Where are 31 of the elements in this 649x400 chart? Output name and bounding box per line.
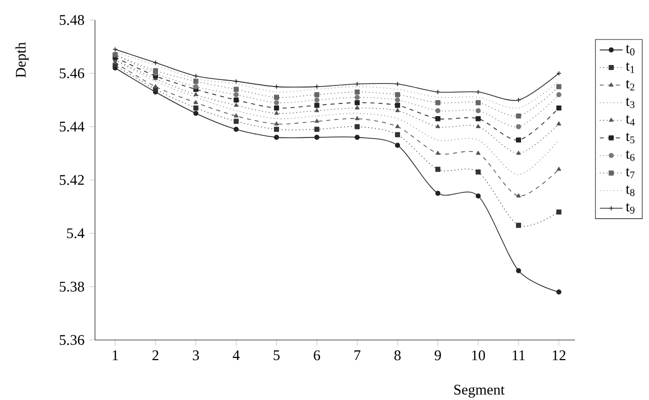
y-tick-label: 5.36 <box>60 335 84 345</box>
y-axis-title: Depth <box>15 42 29 78</box>
legend-label: t$_{1}$ <box>626 62 634 73</box>
x-tick-label: 7 <box>354 350 360 360</box>
legend-label: t$_{9}$ <box>626 203 634 214</box>
x-tick-label: 9 <box>434 350 441 360</box>
x-tick-label: 10 <box>472 350 485 360</box>
x-tick-label: 8 <box>394 350 401 360</box>
y-tick-label: 5.44 <box>60 122 84 132</box>
legend-label: t$_{5}$ <box>626 132 634 144</box>
legend-label: t$_{7}$ <box>626 168 635 178</box>
legend-label: t$_{2}$ <box>626 80 634 90</box>
x-tick-label: 4 <box>232 350 240 360</box>
x-tick-label: 1 <box>112 350 118 360</box>
legend-label: t$_{4}$ <box>626 115 635 126</box>
legend-label: t$_{0}$ <box>626 44 634 56</box>
x-tick-label: 3 <box>192 350 199 360</box>
x-axis-title: Segment <box>454 384 505 398</box>
x-tick-label: 12 <box>552 350 566 360</box>
y-tick-label: 5.4 <box>67 228 84 238</box>
legend-label: t$_{6}$ <box>626 150 635 161</box>
x-tick-label: 2 <box>152 350 158 360</box>
legend-label: t$_{8}$ <box>626 186 634 196</box>
x-tick-label: 11 <box>512 350 525 360</box>
y-tick-label: 5.46 <box>60 68 84 78</box>
x-tick-label: 5 <box>274 350 280 360</box>
y-tick-label: 5.48 <box>60 15 84 25</box>
y-tick-label: 5.42 <box>60 175 84 185</box>
y-tick-label: 5.38 <box>60 282 84 292</box>
x-tick-label: 6 <box>314 350 320 360</box>
legend-label: t$_{3}$ <box>626 98 634 108</box>
